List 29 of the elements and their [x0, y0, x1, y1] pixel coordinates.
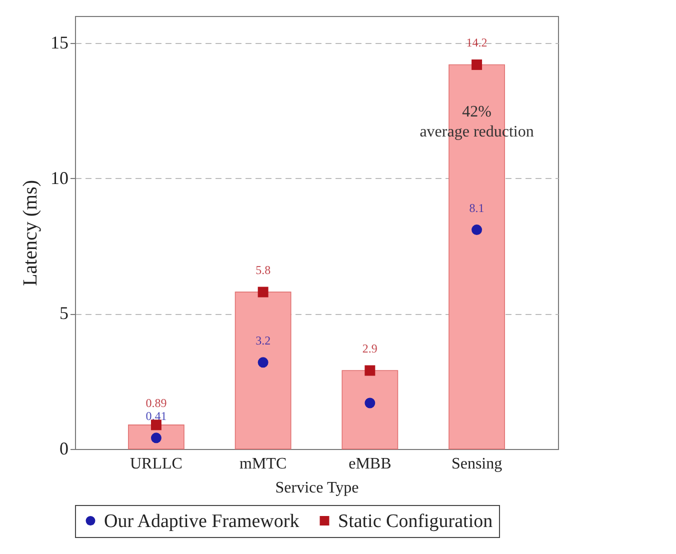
data-label: 2.9	[362, 342, 378, 356]
y-tick-label: 10	[50, 168, 68, 188]
point	[364, 398, 376, 408]
point	[472, 59, 482, 70]
bar	[234, 292, 292, 450]
y-tick-label: 5	[60, 303, 68, 324]
x-tick-label: mMTC	[240, 456, 287, 472]
point	[258, 357, 268, 368]
data-label: 3.2	[256, 333, 271, 348]
data-label: 14.2	[466, 36, 488, 50]
point	[150, 420, 162, 430]
legend-label: Our Adaptive Framework	[104, 510, 300, 532]
point	[472, 224, 482, 236]
x-tick-label: Sensing	[451, 456, 502, 472]
data-label: 5.8	[256, 263, 271, 278]
point	[150, 432, 162, 444]
x-tick-label: eMBB	[348, 456, 392, 472]
bar	[342, 370, 398, 450]
x-axis-title: Service Type	[275, 480, 359, 496]
y-axis-title: Latency (ms)	[20, 180, 42, 286]
y-tick-label: 0	[60, 438, 68, 458]
data-label: 8.1	[469, 200, 484, 215]
point	[364, 365, 376, 376]
y-tick-label: 15	[50, 32, 68, 53]
x-tick-label: URLLC	[130, 456, 182, 472]
data-label: 0.41	[146, 408, 167, 423]
data-label: 0.89	[146, 396, 167, 410]
point	[258, 286, 268, 298]
legend-label: Static Configuration	[338, 510, 494, 532]
